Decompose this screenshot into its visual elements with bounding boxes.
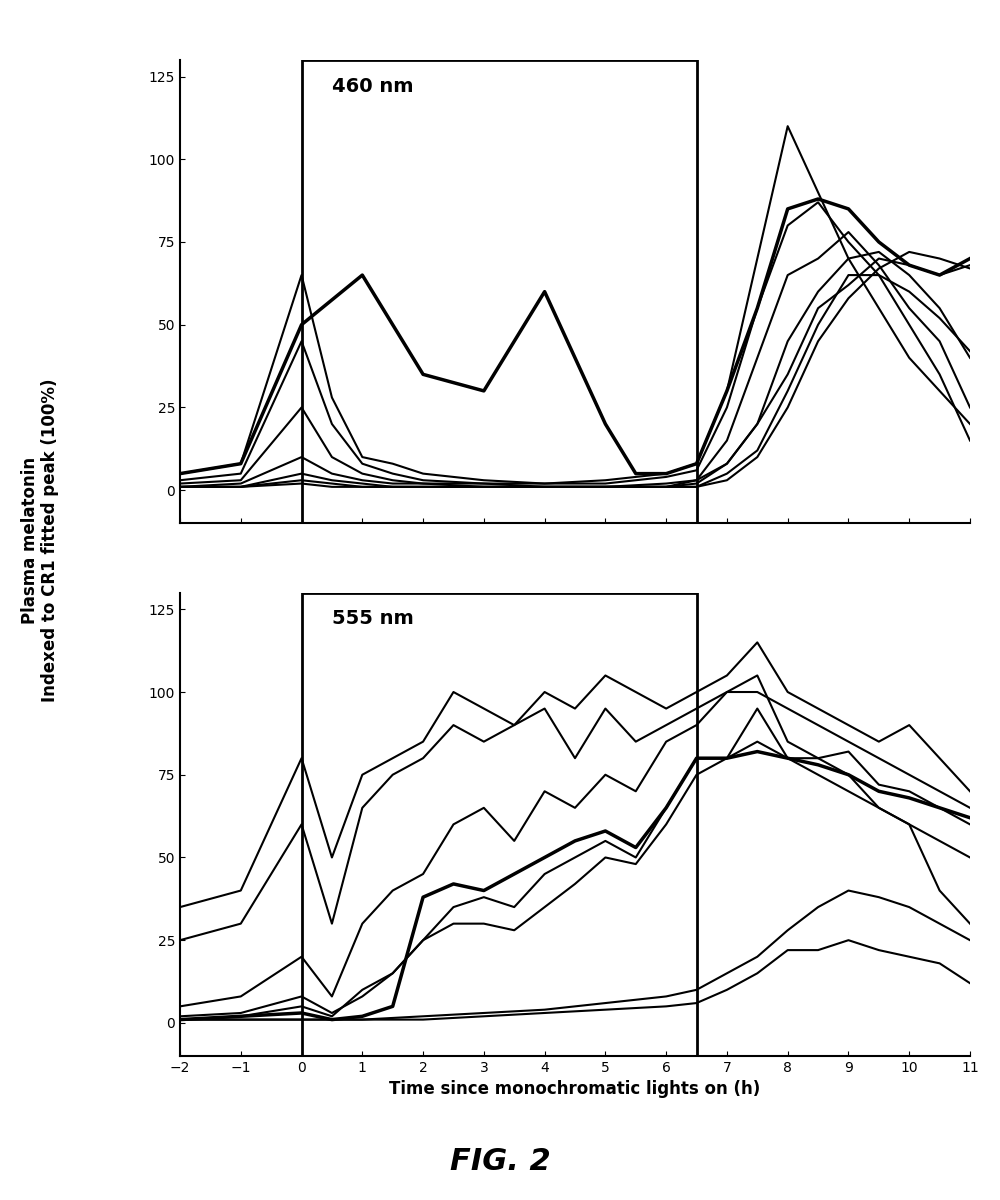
Text: 555 nm: 555 nm (332, 610, 414, 629)
X-axis label: Time since monochromatic lights on (h): Time since monochromatic lights on (h) (389, 1080, 761, 1098)
Text: Plasma melatonin
Indexed to CR1 fitted peak (100%): Plasma melatonin Indexed to CR1 fitted p… (21, 378, 59, 702)
Text: FIG. 2: FIG. 2 (450, 1147, 550, 1176)
Text: 460 nm: 460 nm (332, 77, 413, 96)
